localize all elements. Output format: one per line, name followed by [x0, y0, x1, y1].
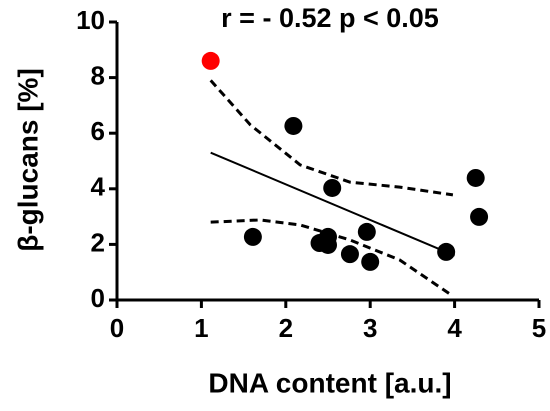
data-point	[284, 116, 303, 135]
data-point	[466, 168, 485, 187]
data-point	[437, 242, 456, 261]
x-tick-label: 0	[110, 313, 124, 343]
y-tick-label: 8	[91, 60, 105, 90]
data-point	[357, 222, 376, 241]
data-point	[201, 51, 220, 70]
data-point	[470, 207, 489, 226]
y-tick-label: 4	[91, 172, 106, 202]
x-axis-label: DNA content [a.u.]	[208, 367, 451, 398]
data-point	[243, 227, 262, 246]
y-tick-label: 2	[91, 227, 105, 257]
data-point	[323, 178, 342, 197]
regression-line	[210, 151, 455, 257]
x-tick-label: 5	[532, 313, 546, 343]
data-point	[361, 252, 380, 271]
confidence-band-lower	[210, 218, 454, 298]
x-tick-label: 2	[279, 313, 293, 343]
data-point	[340, 245, 359, 264]
y-tick-label: 0	[91, 283, 105, 313]
y-tick-label: 10	[76, 5, 105, 35]
chart-title: r = - 0.52 p < 0.05	[221, 3, 439, 33]
y-axis-label: β-glucans [%]	[12, 68, 43, 252]
confidence-band-upper	[209, 79, 454, 197]
data-point	[319, 235, 337, 254]
x-tick-label: 1	[194, 313, 208, 343]
y-tick-label: 6	[91, 116, 105, 146]
x-tick-label: 4	[447, 313, 462, 343]
x-tick-label: 3	[363, 313, 377, 343]
